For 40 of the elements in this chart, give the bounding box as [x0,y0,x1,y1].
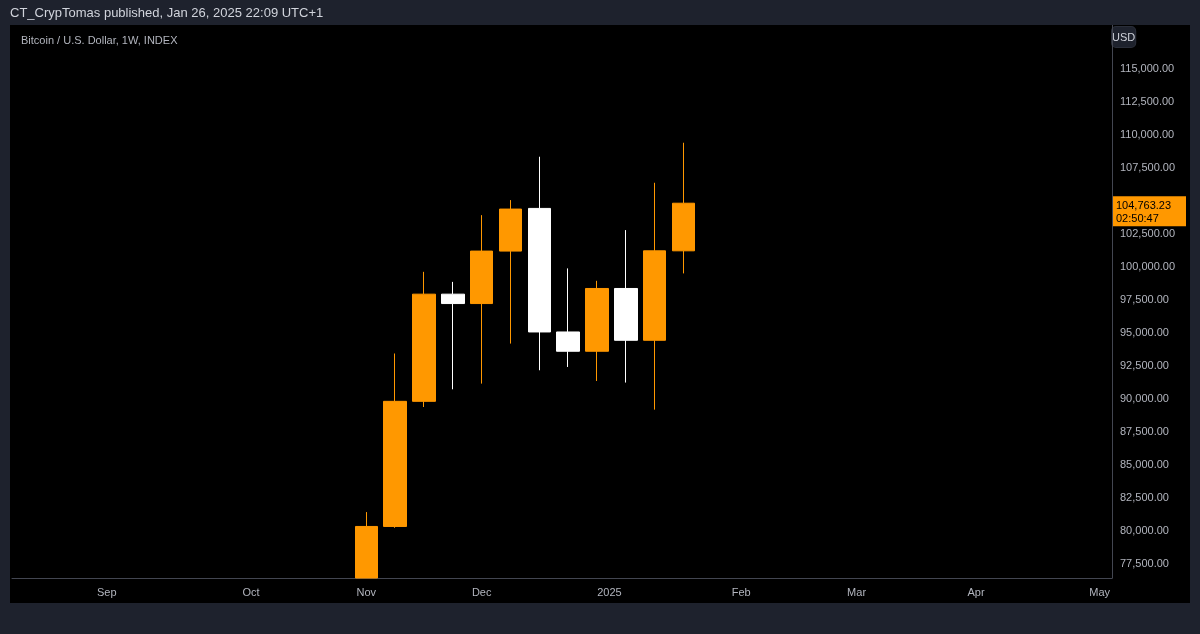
text: 104,763.23 02:50:47 [1116,198,1172,224]
x-tick-label: Sep [96,585,117,598]
y-tick-label: 80,000.00 [1120,524,1169,537]
x-tick-label: Oct [242,585,260,598]
text: CT_CrypTomas published, Jan 26, 2025 22:09 UTC+1 [10,5,324,20]
y-tick-label: 112,500.00 [1120,94,1175,107]
candlestick [470,214,493,385]
candlestick [412,271,436,408]
y-tick-label: 110,000.00 [1120,128,1175,141]
candlestick [441,281,465,390]
candlestick [672,142,695,274]
y-tick-label: 102,500.00 [1120,227,1176,240]
y-tick-label: 100,000.00 [1120,260,1176,273]
y-tick-label: 95,000.00 [1120,326,1169,339]
y-tick-label: 87,500.00 [1120,425,1169,438]
x-tick-label: Feb [731,585,751,598]
y-axis-title: USD [1112,31,1136,43]
candlestick [383,353,407,529]
y-tick-label: 90,000.00 [1120,392,1169,405]
y-tick-label: 107,500.00 [1120,161,1176,174]
text: Bitcoin / U.S. Dollar, 1W, INDEX [21,33,179,46]
x-tick-label: 2025 [597,585,622,598]
x-tick-label: Nov [356,585,377,598]
y-tick-label: 97,500.00 [1120,293,1169,306]
candlestick [528,156,551,371]
y-tick-label: 115,000.00 [1120,61,1175,74]
x-tick-label: Apr [967,585,985,598]
candlestick [614,229,638,384]
candlestick [643,182,666,411]
candlestick [556,267,580,368]
y-tick-label: 92,500.00 [1120,359,1169,372]
candlestick [355,511,378,579]
candlestick [499,199,522,345]
y-tick-label: 82,500.00 [1120,491,1169,504]
x-tick-label: May [1089,585,1111,598]
y-tick-label: 85,000.00 [1120,458,1169,471]
x-tick-label: Mar [847,585,867,598]
candlestick [585,280,609,382]
y-tick-label: 77,500.00 [1120,557,1169,570]
x-tick-label: Dec [471,585,492,598]
